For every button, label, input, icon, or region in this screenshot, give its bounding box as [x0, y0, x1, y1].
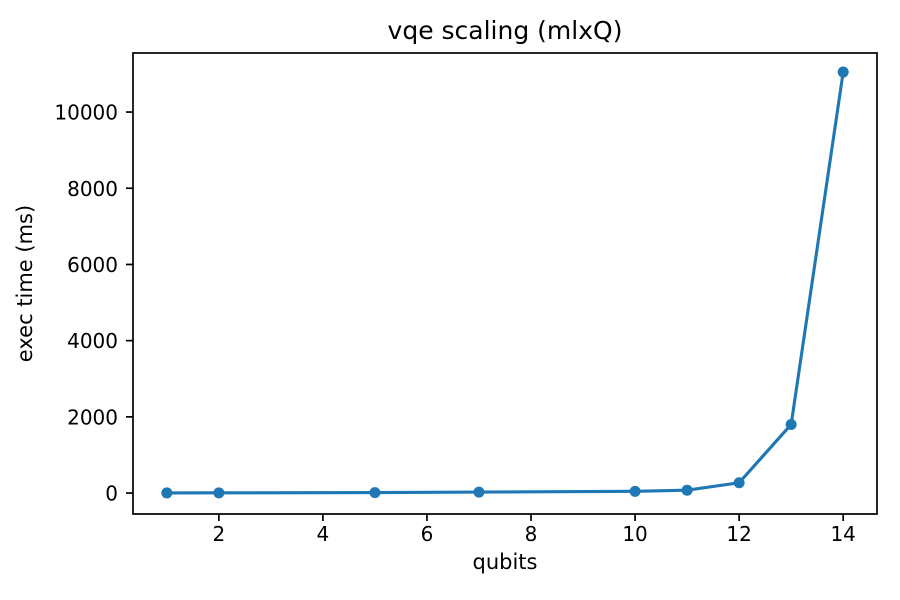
x-tick-label: 12 [726, 522, 751, 546]
chart-title: vqe scaling (mlxQ) [388, 16, 623, 45]
x-axis-label: qubits [473, 550, 538, 574]
x-tick-label: 4 [317, 522, 330, 546]
x-tick-label: 8 [525, 522, 538, 546]
y-tick-label: 10000 [54, 101, 118, 125]
x-tick-label: 6 [421, 522, 434, 546]
x-tick-label: 14 [830, 522, 855, 546]
plot-frame [132, 52, 878, 515]
x-tick-label: 10 [622, 522, 647, 546]
data-point [161, 487, 173, 499]
data-series [161, 66, 849, 499]
data-point [629, 485, 641, 497]
axis-ticks: 2 4 6 8 10 12 14 0 2000 4000 6000 8000 10000 [54, 101, 856, 546]
y-tick-label: 0 [105, 482, 118, 506]
series-line [165, 70, 845, 495]
data-point [785, 418, 797, 430]
data-point [473, 486, 485, 498]
y-axis-label: exec time (ms) [13, 205, 37, 362]
y-tick-label: 4000 [67, 329, 118, 353]
y-tick-label: 6000 [67, 253, 118, 277]
y-tick-label: 2000 [67, 405, 118, 429]
data-point [681, 484, 693, 496]
data-point [733, 477, 745, 489]
data-point [213, 487, 225, 499]
x-tick-label: 2 [212, 522, 225, 546]
data-point [369, 487, 381, 499]
data-point [837, 66, 849, 78]
y-tick-label: 8000 [67, 177, 118, 201]
